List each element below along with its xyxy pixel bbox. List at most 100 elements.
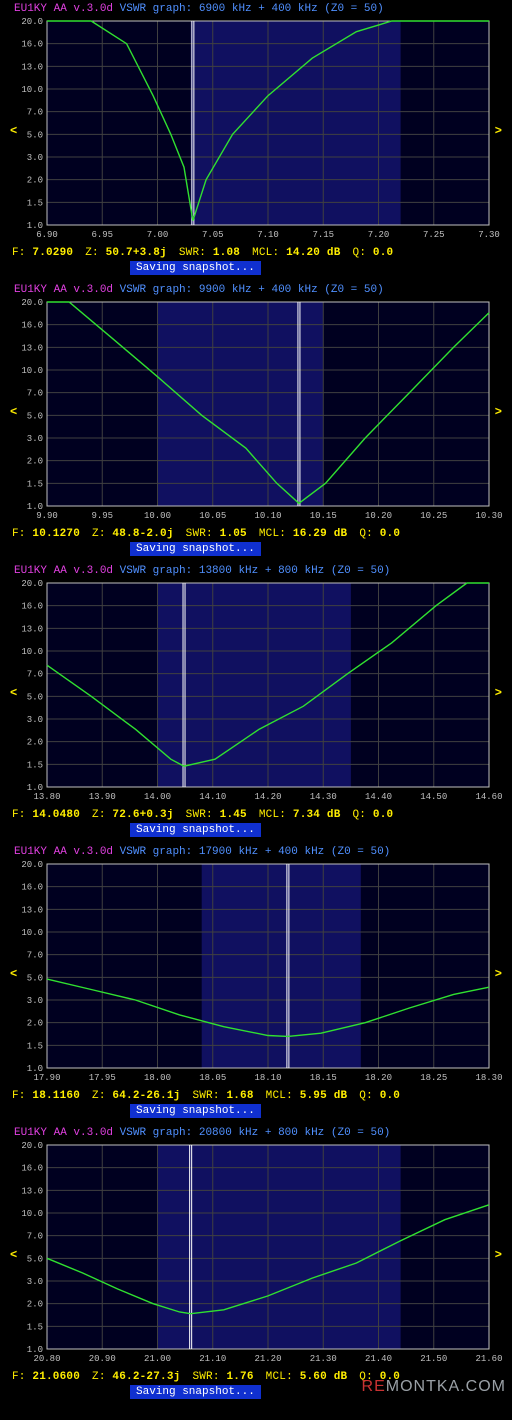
svg-text:20.0: 20.0	[21, 298, 43, 308]
app-label: EU1KY AA v.3.0d	[14, 846, 113, 858]
svg-text:18.25: 18.25	[420, 1073, 447, 1083]
nav-right-icon[interactable]: >	[495, 124, 502, 138]
svg-text:17.90: 17.90	[33, 1073, 60, 1083]
readout-f: F: 14.0480	[12, 809, 80, 821]
nav-left-icon[interactable]: <	[10, 686, 17, 700]
svg-text:9.95: 9.95	[91, 511, 113, 521]
svg-text:20.80: 20.80	[33, 1354, 60, 1364]
svg-text:10.0: 10.0	[21, 85, 43, 95]
svg-text:5.0: 5.0	[27, 130, 43, 140]
svg-text:18.00: 18.00	[144, 1073, 171, 1083]
svg-text:14.60: 14.60	[475, 792, 502, 802]
panel-header: EU1KY AA v.3.0d VSWR graph: 20800 kHz + …	[0, 1125, 512, 1141]
svg-text:18.15: 18.15	[310, 1073, 337, 1083]
svg-text:20.90: 20.90	[89, 1354, 116, 1364]
svg-text:7.0: 7.0	[27, 670, 43, 680]
svg-text:1.5: 1.5	[27, 760, 43, 770]
svg-text:14.40: 14.40	[365, 792, 392, 802]
svg-text:20.0: 20.0	[21, 1141, 43, 1151]
svg-text:6.90: 6.90	[36, 230, 58, 240]
svg-text:7.15: 7.15	[312, 230, 334, 240]
svg-text:21.50: 21.50	[420, 1354, 447, 1364]
svg-text:14.10: 14.10	[199, 792, 226, 802]
nav-right-icon[interactable]: >	[495, 967, 502, 981]
svg-text:1.5: 1.5	[27, 198, 43, 208]
svg-text:10.10: 10.10	[254, 511, 281, 521]
panel-header: EU1KY AA v.3.0d VSWR graph: 13800 kHz + …	[0, 563, 512, 579]
svg-text:21.20: 21.20	[254, 1354, 281, 1364]
svg-text:10.0: 10.0	[21, 647, 43, 657]
svg-text:7.25: 7.25	[423, 230, 445, 240]
readout-z: Z: 46.2-27.3j	[92, 1371, 180, 1383]
svg-text:7.10: 7.10	[257, 230, 279, 240]
svg-text:7.30: 7.30	[478, 230, 500, 240]
nav-left-icon[interactable]: <	[10, 124, 17, 138]
svg-text:10.0: 10.0	[21, 366, 43, 376]
readout-z: Z: 72.6+0.3j	[92, 809, 174, 821]
vswr-panel: EU1KY AA v.3.0d VSWR graph: 9900 kHz + 4…	[0, 281, 512, 562]
nav-right-icon[interactable]: >	[495, 1248, 502, 1262]
chart-subtitle: VSWR graph: 6900 kHz + 400 kHz (Z0 = 50)	[120, 3, 384, 15]
saving-snapshot-badge: Saving snapshot...	[130, 1385, 261, 1399]
svg-text:18.20: 18.20	[365, 1073, 392, 1083]
svg-text:1.5: 1.5	[27, 1322, 43, 1332]
svg-text:10.25: 10.25	[420, 511, 447, 521]
svg-text:21.30: 21.30	[310, 1354, 337, 1364]
svg-text:3.0: 3.0	[27, 153, 43, 163]
svg-text:1.5: 1.5	[27, 1041, 43, 1051]
svg-text:16.0: 16.0	[21, 1164, 43, 1174]
svg-text:14.00: 14.00	[144, 792, 171, 802]
svg-text:3.0: 3.0	[27, 996, 43, 1006]
svg-text:16.0: 16.0	[21, 321, 43, 331]
nav-right-icon[interactable]: >	[495, 686, 502, 700]
nav-left-icon[interactable]: <	[10, 405, 17, 419]
svg-text:16.0: 16.0	[21, 602, 43, 612]
readout-mcl: MCL: 5.95 dB	[266, 1090, 348, 1102]
svg-text:2.0: 2.0	[27, 176, 43, 186]
readout-line: F: 18.1160Z: 64.2-26.1jSWR: 1.68MCL: 5.9…	[0, 1088, 512, 1102]
svg-text:17.95: 17.95	[89, 1073, 116, 1083]
svg-text:3.0: 3.0	[27, 715, 43, 725]
svg-text:20.0: 20.0	[21, 17, 43, 27]
svg-text:18.30: 18.30	[475, 1073, 502, 1083]
svg-text:20.0: 20.0	[21, 579, 43, 589]
svg-text:5.0: 5.0	[27, 1254, 43, 1264]
readout-line: F: 14.0480Z: 72.6+0.3jSWR: 1.45MCL: 7.34…	[0, 807, 512, 821]
svg-text:9.90: 9.90	[36, 511, 58, 521]
svg-text:21.10: 21.10	[199, 1354, 226, 1364]
svg-text:3.0: 3.0	[27, 434, 43, 444]
svg-text:16.0: 16.0	[21, 40, 43, 50]
readout-f: F: 21.0600	[12, 1371, 80, 1383]
svg-text:13.0: 13.0	[21, 905, 43, 915]
chart-subtitle: VSWR graph: 9900 kHz + 400 kHz (Z0 = 50)	[120, 284, 384, 296]
chart-subtitle: VSWR graph: 17900 kHz + 400 kHz (Z0 = 50…	[120, 846, 391, 858]
readout-mcl: MCL: 14.20 dB	[252, 247, 340, 259]
svg-text:10.15: 10.15	[310, 511, 337, 521]
nav-left-icon[interactable]: <	[10, 967, 17, 981]
svg-text:10.30: 10.30	[475, 511, 502, 521]
vswr-panel: EU1KY AA v.3.0d VSWR graph: 17900 kHz + …	[0, 843, 512, 1124]
svg-text:2.0: 2.0	[27, 457, 43, 467]
readout-mcl: MCL: 7.34 dB	[259, 809, 341, 821]
nav-left-icon[interactable]: <	[10, 1248, 17, 1262]
svg-text:7.00: 7.00	[147, 230, 169, 240]
vswr-panel: EU1KY AA v.3.0d VSWR graph: 6900 kHz + 4…	[0, 0, 512, 281]
nav-right-icon[interactable]: >	[495, 405, 502, 419]
svg-text:16.0: 16.0	[21, 883, 43, 893]
readout-z: Z: 48.8-2.0j	[92, 528, 174, 540]
svg-text:5.0: 5.0	[27, 411, 43, 421]
saving-snapshot-badge: Saving snapshot...	[130, 823, 261, 837]
svg-text:13.0: 13.0	[21, 343, 43, 353]
watermark: REMONTKA.COM	[362, 1378, 506, 1396]
app-label: EU1KY AA v.3.0d	[14, 565, 113, 577]
vswr-chart: <1.01.52.03.05.07.010.013.016.020.017.90…	[7, 860, 505, 1088]
readout-f: F: 7.0290	[12, 247, 73, 259]
svg-text:10.00: 10.00	[144, 511, 171, 521]
svg-text:13.0: 13.0	[21, 1186, 43, 1196]
svg-text:18.05: 18.05	[199, 1073, 226, 1083]
svg-text:2.0: 2.0	[27, 1019, 43, 1029]
chart-subtitle: VSWR graph: 13800 kHz + 800 kHz (Z0 = 50…	[120, 565, 391, 577]
readout-swr: SWR: 1.68	[192, 1090, 253, 1102]
svg-text:18.10: 18.10	[254, 1073, 281, 1083]
svg-text:14.30: 14.30	[310, 792, 337, 802]
